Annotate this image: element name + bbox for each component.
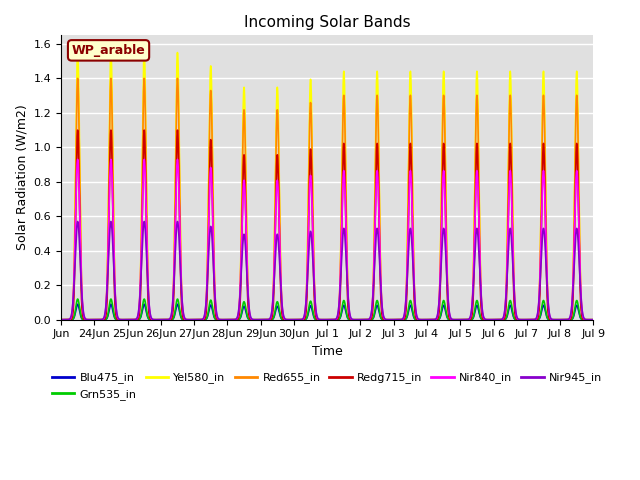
Nir840_in bbox=[84, 317, 92, 323]
Yel580_in bbox=[250, 317, 258, 323]
Grn535_in bbox=[452, 317, 460, 323]
Blu475_in bbox=[84, 317, 92, 323]
Text: WP_arable: WP_arable bbox=[72, 44, 145, 57]
Line: Red655_in: Red655_in bbox=[61, 78, 593, 320]
Nir945_in bbox=[396, 317, 403, 323]
Nir945_in bbox=[372, 233, 380, 239]
Y-axis label: Solar Radiation (W/m2): Solar Radiation (W/m2) bbox=[15, 105, 28, 251]
Blu475_in bbox=[372, 304, 380, 310]
Nir840_in bbox=[74, 156, 81, 162]
Nir840_in bbox=[589, 317, 597, 323]
Yel580_in bbox=[57, 317, 65, 323]
Nir945_in bbox=[57, 317, 65, 323]
Nir840_in bbox=[396, 317, 403, 323]
Grn535_in bbox=[396, 317, 403, 323]
Red655_in bbox=[452, 317, 460, 323]
Yel580_in bbox=[372, 100, 380, 106]
Nir945_in bbox=[589, 317, 597, 323]
Red655_in bbox=[396, 317, 403, 323]
Grn535_in bbox=[250, 317, 258, 323]
Nir945_in bbox=[481, 315, 488, 321]
Grn535_in bbox=[57, 317, 65, 323]
Nir840_in bbox=[481, 316, 488, 322]
Grn535_in bbox=[84, 317, 92, 323]
X-axis label: Time: Time bbox=[312, 345, 342, 358]
Grn535_in bbox=[481, 317, 488, 323]
Line: Grn535_in: Grn535_in bbox=[61, 299, 593, 320]
Nir945_in bbox=[74, 218, 81, 224]
Yel580_in bbox=[589, 317, 597, 323]
Grn535_in bbox=[372, 300, 380, 306]
Blu475_in bbox=[57, 317, 65, 323]
Red655_in bbox=[84, 317, 92, 323]
Yel580_in bbox=[396, 317, 403, 323]
Red655_in bbox=[589, 317, 597, 323]
Blu475_in bbox=[250, 317, 258, 323]
Blu475_in bbox=[74, 301, 81, 307]
Blu475_in bbox=[396, 317, 403, 323]
Nir840_in bbox=[372, 182, 380, 188]
Line: Nir945_in: Nir945_in bbox=[61, 221, 593, 320]
Line: Blu475_in: Blu475_in bbox=[61, 304, 593, 320]
Redg715_in bbox=[396, 317, 403, 323]
Nir945_in bbox=[452, 317, 460, 323]
Redg715_in bbox=[84, 317, 92, 323]
Redg715_in bbox=[250, 317, 258, 323]
Redg715_in bbox=[57, 317, 65, 323]
Line: Redg715_in: Redg715_in bbox=[61, 130, 593, 320]
Grn535_in bbox=[74, 296, 81, 302]
Yel580_in bbox=[481, 317, 488, 323]
Redg715_in bbox=[589, 317, 597, 323]
Line: Nir840_in: Nir840_in bbox=[61, 159, 593, 320]
Red655_in bbox=[74, 75, 81, 81]
Blu475_in bbox=[481, 317, 488, 323]
Yel580_in bbox=[84, 317, 92, 323]
Nir945_in bbox=[84, 317, 92, 323]
Blu475_in bbox=[452, 317, 460, 323]
Nir840_in bbox=[57, 317, 65, 323]
Redg715_in bbox=[452, 317, 460, 323]
Nir840_in bbox=[452, 317, 460, 323]
Red655_in bbox=[481, 317, 488, 323]
Grn535_in bbox=[589, 317, 597, 323]
Redg715_in bbox=[74, 127, 81, 133]
Legend: Blu475_in, Grn535_in, Yel580_in, Red655_in, Redg715_in, Nir840_in, Nir945_in: Blu475_in, Grn535_in, Yel580_in, Red655_… bbox=[47, 368, 607, 404]
Yel580_in bbox=[452, 317, 460, 323]
Line: Yel580_in: Yel580_in bbox=[61, 53, 593, 320]
Redg715_in bbox=[481, 317, 488, 323]
Title: Incoming Solar Bands: Incoming Solar Bands bbox=[244, 15, 410, 30]
Yel580_in bbox=[74, 50, 81, 56]
Blu475_in bbox=[589, 317, 597, 323]
Nir945_in bbox=[250, 317, 258, 323]
Redg715_in bbox=[372, 166, 380, 172]
Red655_in bbox=[372, 120, 380, 126]
Red655_in bbox=[250, 317, 258, 323]
Red655_in bbox=[57, 317, 65, 323]
Nir840_in bbox=[250, 317, 258, 323]
